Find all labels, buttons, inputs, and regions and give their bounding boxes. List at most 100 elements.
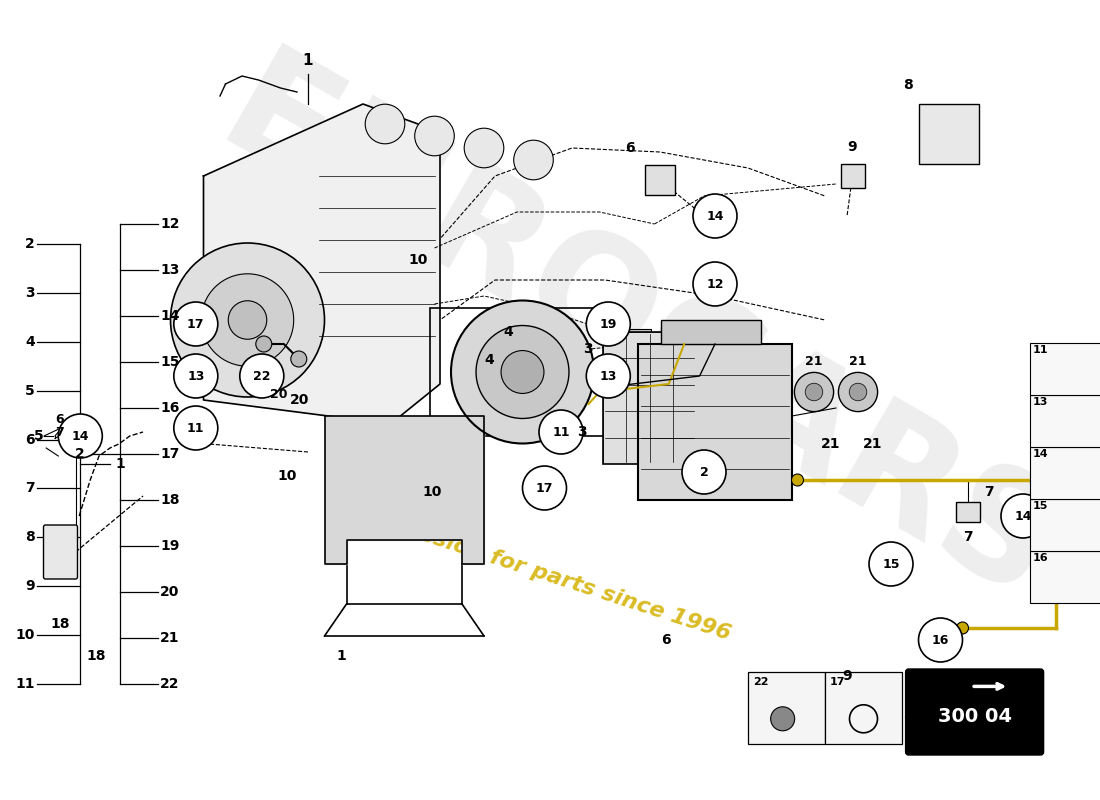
Text: 5: 5 <box>25 384 35 398</box>
Text: 15: 15 <box>882 558 900 570</box>
Bar <box>1030 550 1100 603</box>
Text: 17: 17 <box>160 447 179 461</box>
Text: 19: 19 <box>160 539 179 553</box>
Circle shape <box>693 194 737 238</box>
Text: 8: 8 <box>903 78 912 92</box>
Text: 20: 20 <box>271 388 287 401</box>
Circle shape <box>476 326 569 418</box>
Text: 21: 21 <box>849 355 867 368</box>
Circle shape <box>240 354 284 398</box>
Text: 13: 13 <box>1032 398 1047 407</box>
Text: 11: 11 <box>15 677 35 691</box>
Text: 18: 18 <box>160 493 179 507</box>
Text: 21: 21 <box>862 437 882 451</box>
Text: 5: 5 <box>34 429 44 443</box>
Text: 11: 11 <box>187 422 205 434</box>
Text: 2: 2 <box>25 237 35 251</box>
Circle shape <box>174 354 218 398</box>
Bar <box>603 332 696 464</box>
Text: 21: 21 <box>160 631 179 645</box>
Text: 3: 3 <box>578 425 587 439</box>
Text: 18: 18 <box>51 617 70 631</box>
Text: 2: 2 <box>700 466 708 478</box>
Circle shape <box>58 414 102 458</box>
Text: 14: 14 <box>1032 450 1048 459</box>
Text: 22: 22 <box>160 677 179 691</box>
Text: 13: 13 <box>187 370 205 382</box>
Text: 15: 15 <box>160 355 179 369</box>
Text: 2: 2 <box>75 447 85 461</box>
Circle shape <box>451 301 594 443</box>
Circle shape <box>539 410 583 454</box>
Text: 9: 9 <box>25 579 35 594</box>
Text: 6: 6 <box>661 633 670 647</box>
Text: 8: 8 <box>25 530 35 544</box>
Text: 18: 18 <box>86 649 106 663</box>
Circle shape <box>471 379 497 405</box>
Text: 10: 10 <box>408 253 428 267</box>
Bar <box>616 408 651 440</box>
Text: 10: 10 <box>277 469 297 483</box>
Circle shape <box>170 243 324 397</box>
Text: 13: 13 <box>160 263 179 277</box>
Circle shape <box>464 128 504 168</box>
Text: 11: 11 <box>1032 346 1048 355</box>
Text: 7: 7 <box>964 530 972 544</box>
Text: EUROCARS: EUROCARS <box>196 38 1080 634</box>
FancyBboxPatch shape <box>905 669 1044 755</box>
Circle shape <box>586 354 630 398</box>
Text: 20: 20 <box>289 393 309 407</box>
Circle shape <box>201 274 294 366</box>
Bar <box>1030 395 1100 446</box>
Text: 16: 16 <box>932 634 949 646</box>
Bar <box>429 308 616 436</box>
Circle shape <box>174 302 218 346</box>
Text: 9: 9 <box>843 669 851 683</box>
Bar <box>748 672 825 744</box>
Text: 15: 15 <box>1032 502 1047 511</box>
Bar <box>956 502 980 522</box>
Circle shape <box>918 618 962 662</box>
Circle shape <box>500 350 544 394</box>
Text: 17: 17 <box>536 482 553 494</box>
Circle shape <box>838 372 878 411</box>
Text: 22: 22 <box>754 677 769 687</box>
Bar <box>616 369 651 401</box>
Text: 6: 6 <box>25 433 35 446</box>
Text: 4: 4 <box>504 325 514 339</box>
Circle shape <box>771 707 794 731</box>
Circle shape <box>522 466 566 510</box>
Bar <box>661 320 761 344</box>
Circle shape <box>794 372 834 411</box>
Circle shape <box>290 351 307 367</box>
Text: 8: 8 <box>903 709 912 723</box>
Text: 13: 13 <box>600 370 617 382</box>
Circle shape <box>514 140 553 180</box>
Circle shape <box>415 116 454 156</box>
Text: 22: 22 <box>253 370 271 382</box>
Bar <box>517 364 578 424</box>
Text: 7: 7 <box>984 485 994 499</box>
Circle shape <box>693 262 737 306</box>
Text: 4: 4 <box>25 334 35 349</box>
Bar <box>918 104 979 164</box>
Text: 17: 17 <box>187 318 205 330</box>
Polygon shape <box>324 416 484 564</box>
Text: 7: 7 <box>25 482 35 495</box>
Circle shape <box>174 406 218 450</box>
Text: 9: 9 <box>848 140 857 154</box>
Bar <box>840 164 865 188</box>
Bar <box>638 344 792 500</box>
Circle shape <box>256 336 272 352</box>
Bar <box>825 672 902 744</box>
Text: 20: 20 <box>160 585 179 599</box>
Text: 6: 6 <box>626 141 635 155</box>
Bar <box>1030 446 1100 499</box>
Circle shape <box>1001 494 1045 538</box>
Text: 10: 10 <box>15 628 35 642</box>
Text: 300 04: 300 04 <box>937 706 1012 726</box>
Text: 21: 21 <box>821 437 840 451</box>
Text: 14: 14 <box>72 430 89 442</box>
Text: 10: 10 <box>422 485 442 499</box>
Circle shape <box>229 301 266 339</box>
